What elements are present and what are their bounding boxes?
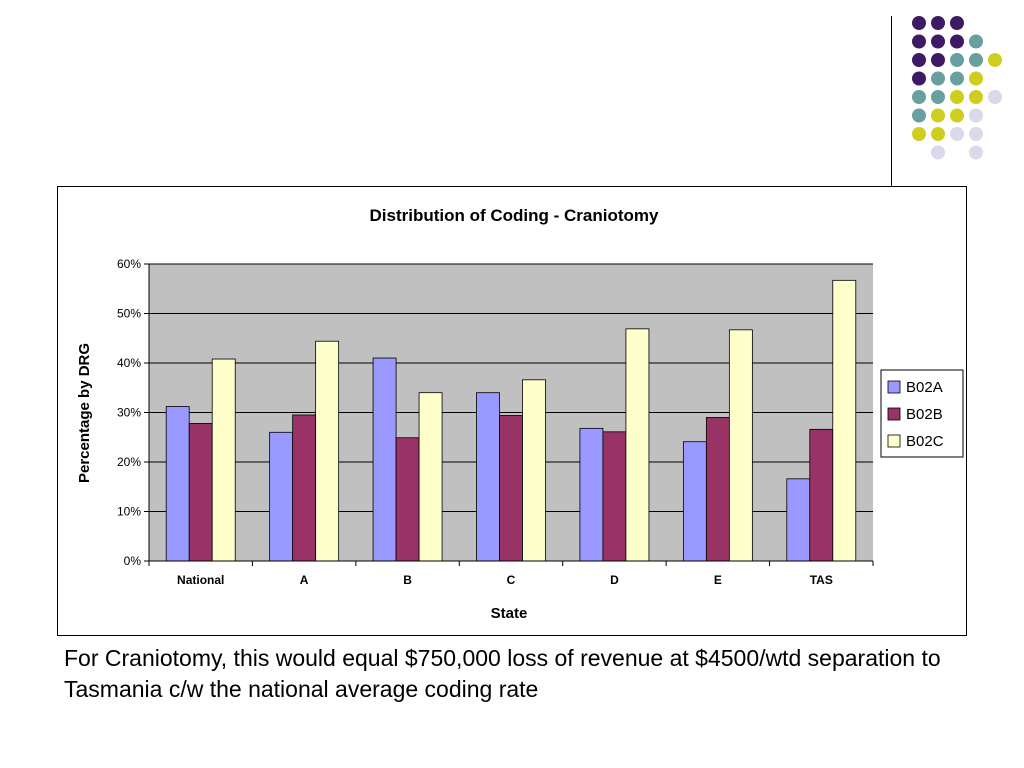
bar-b02a <box>579 427 604 562</box>
decor-dot <box>912 71 926 86</box>
decor-dot <box>931 71 945 86</box>
legend-swatch-b02a <box>887 380 901 394</box>
bar-b02b <box>499 415 523 562</box>
decor-dot <box>950 127 964 141</box>
decor-dot <box>931 127 945 141</box>
decor-dot <box>931 34 945 49</box>
y-tick-label: 0% <box>124 554 142 568</box>
decor-dot <box>931 16 945 30</box>
x-tick-label: C <box>507 573 516 587</box>
legend: B02A B02B B02C <box>880 369 964 458</box>
decor-dot <box>931 145 945 160</box>
x-tick-label: National <box>177 573 224 587</box>
chart-frame: Distribution of Coding - Craniotomy Stat… <box>57 186 967 636</box>
decor-dot <box>950 108 964 123</box>
bar-b02b <box>292 414 317 562</box>
decorative-dot-grid <box>912 16 1002 160</box>
y-tick-label: 30% <box>117 406 141 420</box>
x-tick-label: E <box>714 573 722 587</box>
legend-label: B02B <box>906 406 943 423</box>
bar-b02b <box>395 437 420 562</box>
decor-dot <box>969 127 983 141</box>
decor-dot <box>912 90 926 104</box>
legend-label: B02A <box>906 379 943 396</box>
decor-dot <box>988 53 1002 67</box>
x-tick-label: A <box>300 573 309 587</box>
decor-dot <box>912 53 926 67</box>
bar-b02c <box>728 329 753 562</box>
bar-b02a <box>476 392 500 562</box>
bar-b02b <box>188 422 213 562</box>
decor-dot <box>950 34 964 49</box>
y-tick-label: 50% <box>117 307 141 321</box>
legend-swatch-b02c <box>887 434 901 448</box>
y-tick-label: 60% <box>117 257 141 271</box>
decor-dot <box>931 53 945 67</box>
decor-dot <box>931 108 945 123</box>
bar-b02c <box>832 279 857 562</box>
decor-dot <box>969 71 983 86</box>
decor-dot <box>950 16 964 30</box>
y-tick-label: 40% <box>117 356 141 370</box>
decor-dot <box>950 71 964 86</box>
bar-b02b <box>809 428 834 562</box>
decor-dot <box>969 90 983 104</box>
y-tick-label: 10% <box>117 505 141 519</box>
legend-label: B02C <box>906 433 944 450</box>
bar-b02b <box>705 417 730 562</box>
decor-dot <box>912 127 926 141</box>
decor-dot <box>912 34 926 49</box>
legend-swatch-b02b <box>887 407 901 421</box>
bar-b02c <box>625 328 650 562</box>
decor-dot <box>950 90 964 104</box>
x-tick-label: B <box>403 573 412 587</box>
bar-b02c <box>315 340 340 562</box>
decor-dot <box>969 145 983 160</box>
divider-line <box>891 16 892 186</box>
y-axis-title: Percentage by DRG <box>76 343 93 483</box>
chart-title: Distribution of Coding - Craniotomy <box>370 206 660 225</box>
x-tick-label: TAS <box>810 573 833 587</box>
x-axis-title: State <box>491 605 528 622</box>
bar-b02a <box>786 478 811 562</box>
decor-dot <box>969 34 983 49</box>
decor-dot <box>950 53 964 67</box>
y-tick-label: 20% <box>117 455 141 469</box>
bar-b02c <box>522 379 546 562</box>
decor-dot <box>988 90 1002 104</box>
bar-b02a <box>269 431 294 562</box>
bar-b02c <box>211 358 236 562</box>
bar-b02b <box>602 431 627 562</box>
bar-b02c <box>418 392 443 562</box>
bar-b02a <box>682 441 707 562</box>
decor-dot <box>912 108 926 123</box>
plot-area: 0% 10% 20% 30% 40% 50% 60% National A B C D E TAS <box>117 257 874 587</box>
decor-dot <box>931 90 945 104</box>
caption-text: For Craniotomy, this would equal $750,00… <box>64 645 941 702</box>
bar-b02a <box>372 357 397 562</box>
x-tick-label: D <box>610 573 619 587</box>
decor-dot <box>969 108 983 123</box>
decor-dot <box>969 53 983 67</box>
decor-dot <box>912 16 926 30</box>
bar-b02a <box>165 406 190 562</box>
bar-chart: Distribution of Coding - Craniotomy Stat… <box>76 206 964 622</box>
